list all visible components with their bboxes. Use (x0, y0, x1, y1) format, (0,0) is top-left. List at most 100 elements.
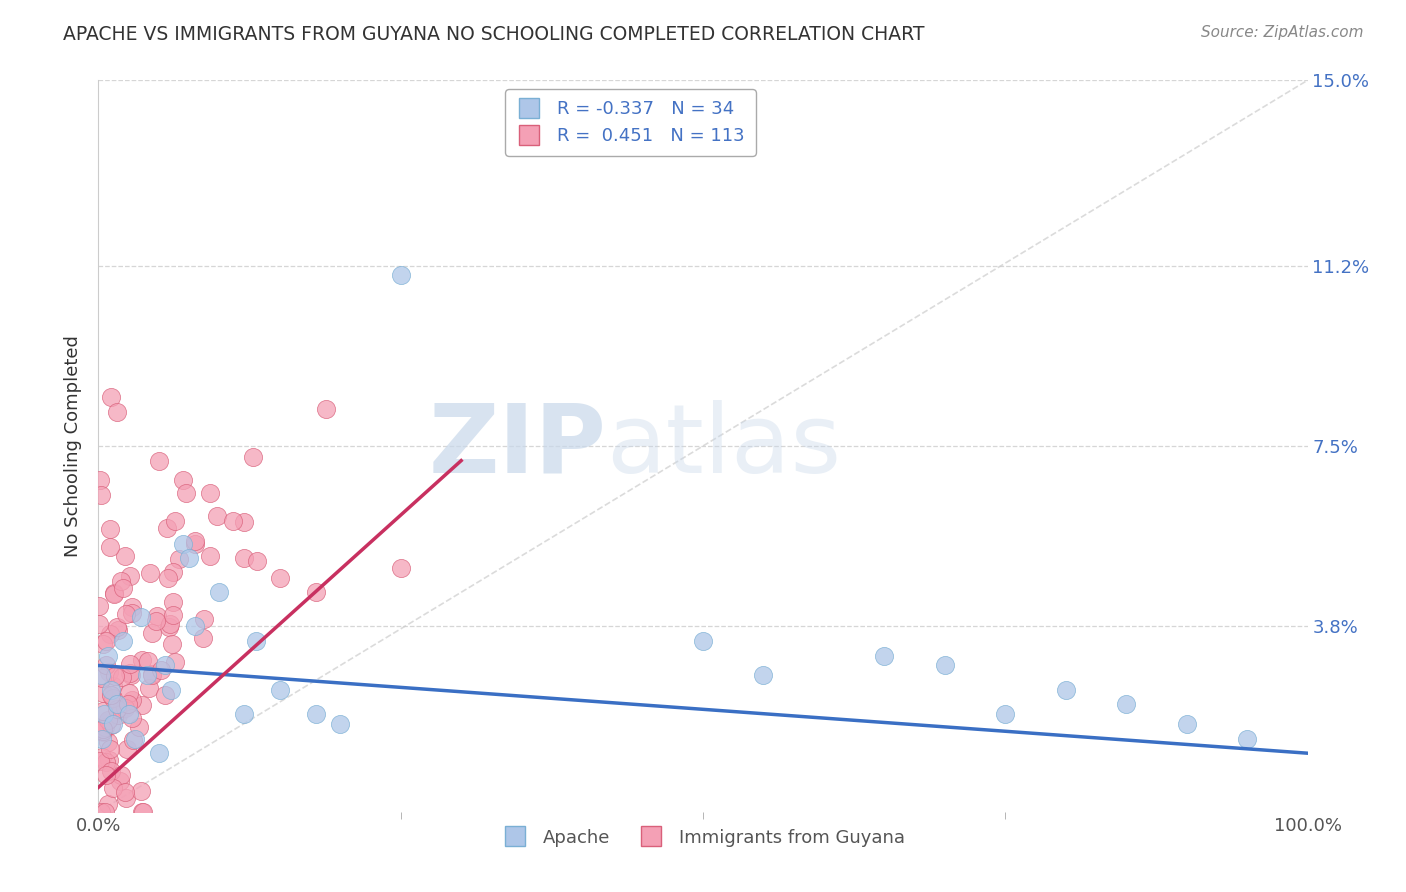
Point (97, 797, 120, 811)
Point (191, 631, 214, 645)
Point (246, 554, 269, 568)
Point (107, 707, 129, 722)
Point (111, 670, 134, 684)
Text: Source: ZipAtlas.com: Source: ZipAtlas.com (1201, 25, 1364, 40)
Point (100, 390, 122, 404)
Point (105, 620, 128, 634)
Point (94, 720, 117, 734)
Point (176, 485, 198, 500)
Point (131, 805, 153, 819)
Point (90, 668, 112, 682)
Point (89, 754, 111, 768)
Point (200, 549, 222, 563)
Point (117, 742, 139, 756)
Point (389, 268, 412, 283)
Point (118, 666, 141, 681)
Point (111, 634, 134, 648)
Point (269, 682, 291, 697)
Point (162, 607, 184, 622)
Point (232, 551, 254, 566)
Point (91, 704, 114, 718)
Point (98, 626, 121, 640)
Point (93, 707, 115, 722)
Legend: Apache, Immigrants from Guyana: Apache, Immigrants from Guyana (494, 822, 912, 854)
Point (124, 731, 146, 746)
Point (91, 731, 114, 746)
Point (89, 473, 111, 487)
Point (94, 805, 117, 819)
Point (100, 764, 122, 779)
Point (692, 634, 714, 648)
Point (221, 514, 243, 528)
Point (100, 689, 122, 703)
Point (118, 568, 141, 582)
Point (934, 658, 956, 673)
Point (153, 688, 176, 702)
Point (98, 752, 121, 766)
Point (160, 637, 183, 651)
Point (105, 405, 128, 419)
Point (97, 665, 120, 679)
Point (242, 450, 264, 464)
Point (110, 703, 132, 717)
Point (94, 658, 117, 673)
Point (98, 522, 121, 536)
Point (269, 571, 291, 585)
Point (179, 551, 201, 566)
Point (1236, 731, 1258, 746)
Text: ZIP: ZIP (429, 400, 606, 492)
Point (156, 520, 179, 534)
Point (90, 750, 112, 764)
Point (91, 724, 114, 739)
Point (100, 682, 122, 697)
Point (97, 713, 120, 727)
Point (172, 536, 194, 550)
Point (141, 667, 163, 681)
Point (139, 566, 162, 580)
Point (141, 626, 163, 640)
Point (205, 509, 228, 524)
Point (167, 552, 190, 566)
Point (184, 536, 207, 550)
Point (94, 633, 117, 648)
Point (114, 791, 136, 805)
Point (131, 698, 153, 712)
Point (329, 717, 352, 731)
Point (103, 586, 125, 600)
Point (110, 768, 132, 782)
Point (114, 701, 136, 715)
Point (121, 607, 143, 621)
Point (98, 541, 121, 555)
Point (1054, 682, 1077, 697)
Point (121, 668, 143, 682)
Point (148, 453, 170, 467)
Point (117, 697, 139, 711)
Point (91, 724, 114, 739)
Point (121, 733, 143, 747)
Point (103, 691, 125, 706)
Point (111, 582, 134, 596)
Point (873, 648, 896, 663)
Point (121, 693, 143, 707)
Point (87, 617, 110, 632)
Point (305, 707, 328, 722)
Point (305, 585, 328, 599)
Point (90, 672, 112, 686)
Point (159, 617, 181, 632)
Point (160, 682, 183, 697)
Point (245, 634, 267, 648)
Point (159, 619, 181, 633)
Point (96, 755, 118, 769)
Point (110, 574, 132, 588)
Point (121, 599, 143, 614)
Point (165, 656, 187, 670)
Point (90, 488, 112, 502)
Point (94, 768, 117, 782)
Point (162, 565, 184, 579)
Point (193, 612, 215, 626)
Point (156, 571, 179, 585)
Point (129, 609, 152, 624)
Y-axis label: No Schooling Completed: No Schooling Completed (65, 335, 83, 557)
Point (136, 654, 159, 668)
Point (101, 717, 124, 731)
